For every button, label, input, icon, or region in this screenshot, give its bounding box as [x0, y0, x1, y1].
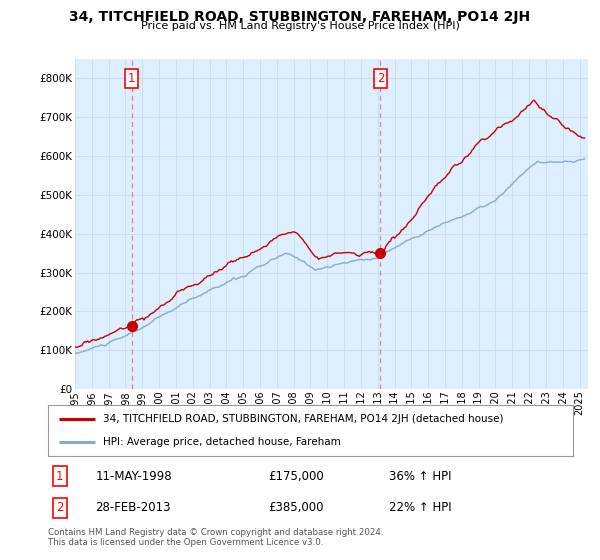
- Text: 1: 1: [128, 72, 136, 85]
- Text: 2: 2: [377, 72, 384, 85]
- Text: 1: 1: [56, 470, 64, 483]
- Text: Contains HM Land Registry data © Crown copyright and database right 2024.
This d: Contains HM Land Registry data © Crown c…: [48, 528, 383, 547]
- Text: 22% ↑ HPI: 22% ↑ HPI: [389, 501, 452, 514]
- Text: 34, TITCHFIELD ROAD, STUBBINGTON, FAREHAM, PO14 2JH (detached house): 34, TITCHFIELD ROAD, STUBBINGTON, FAREHA…: [103, 414, 503, 424]
- Text: 11-MAY-1998: 11-MAY-1998: [95, 470, 172, 483]
- Text: Price paid vs. HM Land Registry's House Price Index (HPI): Price paid vs. HM Land Registry's House …: [140, 21, 460, 31]
- Text: 34, TITCHFIELD ROAD, STUBBINGTON, FAREHAM, PO14 2JH: 34, TITCHFIELD ROAD, STUBBINGTON, FAREHA…: [70, 10, 530, 24]
- Text: £175,000: £175,000: [269, 470, 324, 483]
- Text: HPI: Average price, detached house, Fareham: HPI: Average price, detached house, Fare…: [103, 437, 341, 447]
- Text: 36% ↑ HPI: 36% ↑ HPI: [389, 470, 452, 483]
- Text: 2: 2: [56, 501, 64, 514]
- Text: £385,000: £385,000: [269, 501, 324, 514]
- Text: 28-FEB-2013: 28-FEB-2013: [95, 501, 171, 514]
